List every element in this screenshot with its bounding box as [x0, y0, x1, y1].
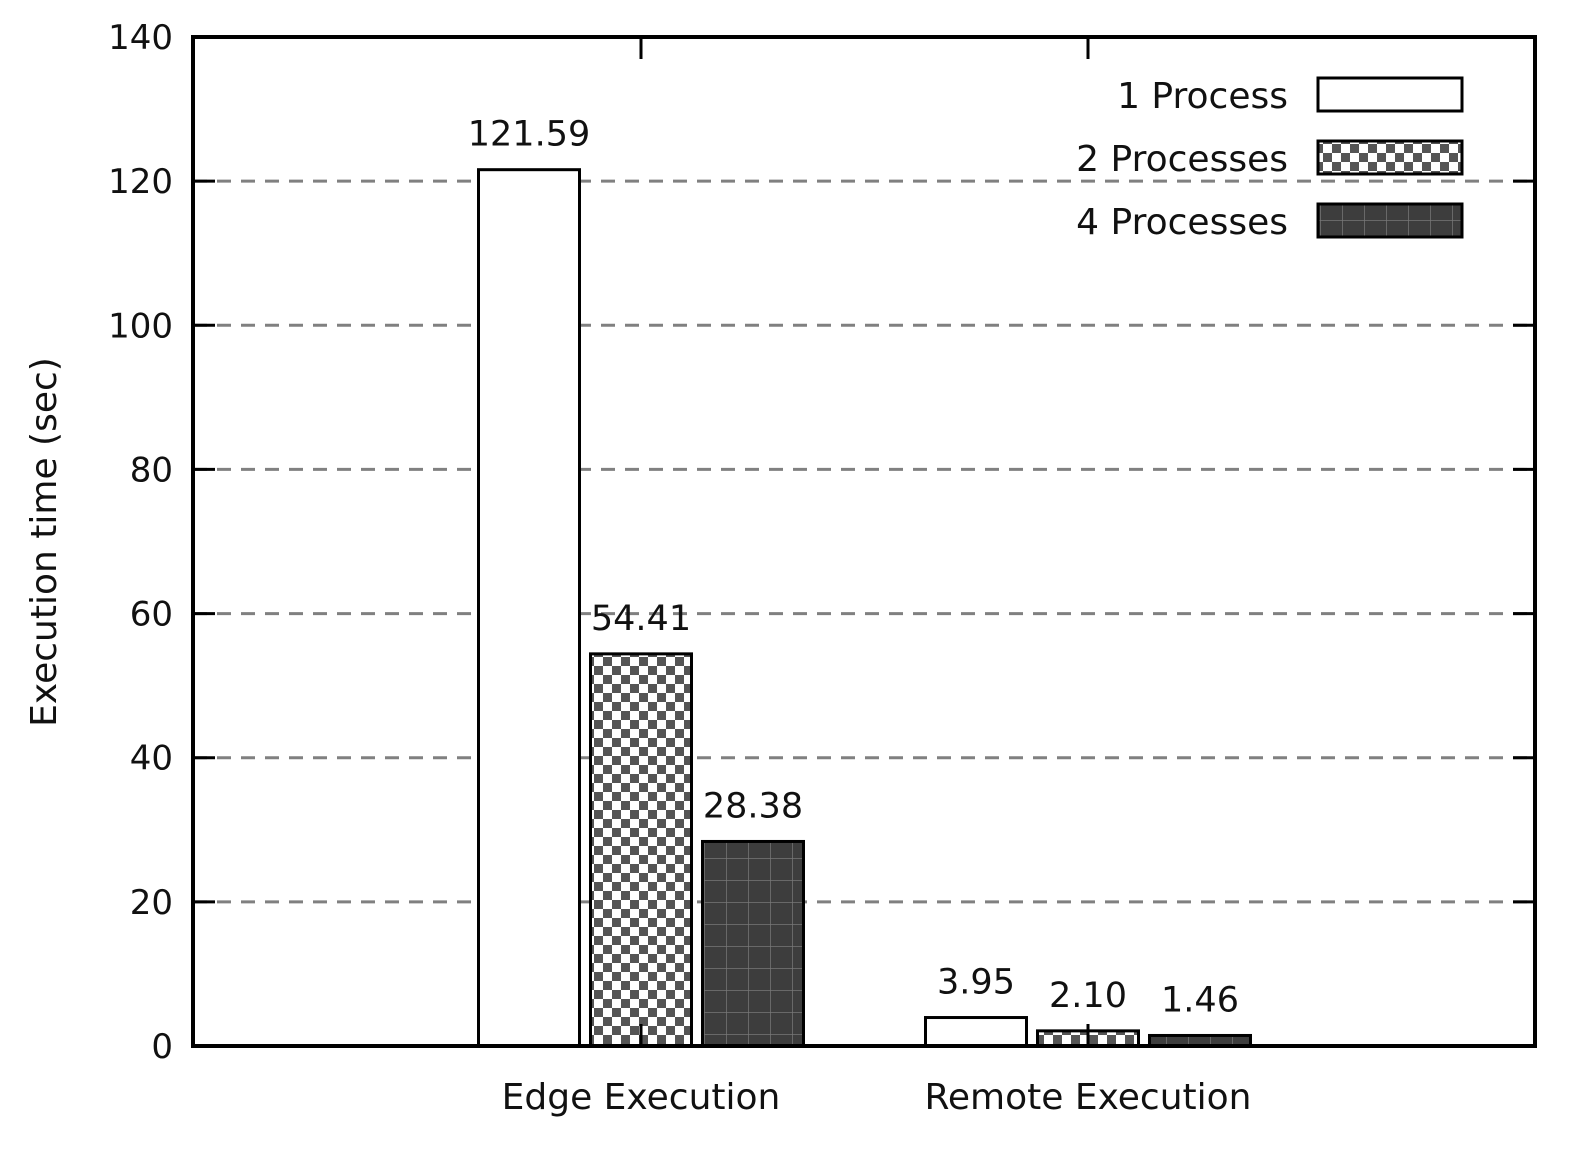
- plot-frame: [191, 35, 1537, 1048]
- legend-swatch: [1316, 76, 1464, 113]
- y-tick-label: 40: [130, 739, 173, 779]
- data-label: 54.41: [591, 599, 691, 639]
- bars: [477, 168, 1252, 1048]
- legend-swatch: [1316, 202, 1464, 239]
- legend-label: 1 Process: [1117, 76, 1288, 117]
- y-tick-label: 80: [130, 450, 173, 490]
- bar-1-process-0: [477, 168, 581, 1048]
- data-label: 2.10: [1049, 976, 1127, 1016]
- y-tick-label: 140: [108, 18, 173, 58]
- bar-1-process-1: [924, 1016, 1028, 1048]
- x-category-label: Edge Execution: [502, 1077, 781, 1118]
- legend-swatch: [1316, 139, 1464, 176]
- x-category-label: Remote Execution: [924, 1077, 1251, 1118]
- y-tick-label: 0: [151, 1027, 173, 1067]
- plot-border: [191, 35, 1537, 1048]
- data-label: 1.46: [1161, 980, 1239, 1020]
- y-axis-label: Execution time (sec): [24, 357, 65, 727]
- legend-label: 4 Processes: [1076, 202, 1288, 243]
- bar-2-processes-0: [589, 652, 693, 1048]
- data-label: 28.38: [703, 786, 803, 826]
- y-axis-ticks: 0 20 40 60 80 100 120 140: [108, 18, 1535, 1067]
- y-tick-label: 60: [130, 595, 173, 635]
- x-axis-categories: Edge Execution Remote Execution: [502, 37, 1252, 1118]
- bar-4-processes-0: [701, 839, 805, 1048]
- data-labels: 121.59 3.95 54.41 2.10 28.38 1.46: [468, 115, 1239, 1021]
- y-tick-label: 100: [108, 306, 173, 346]
- data-label: 3.95: [937, 963, 1015, 1003]
- gridlines: [193, 179, 1535, 904]
- y-tick-label: 20: [130, 883, 173, 923]
- legend-label: 2 Processes: [1076, 139, 1288, 180]
- data-label: 121.59: [468, 115, 590, 155]
- y-tick-label: 120: [108, 162, 173, 202]
- legend: 1 Process 2 Processes 4 Processes: [1076, 76, 1464, 243]
